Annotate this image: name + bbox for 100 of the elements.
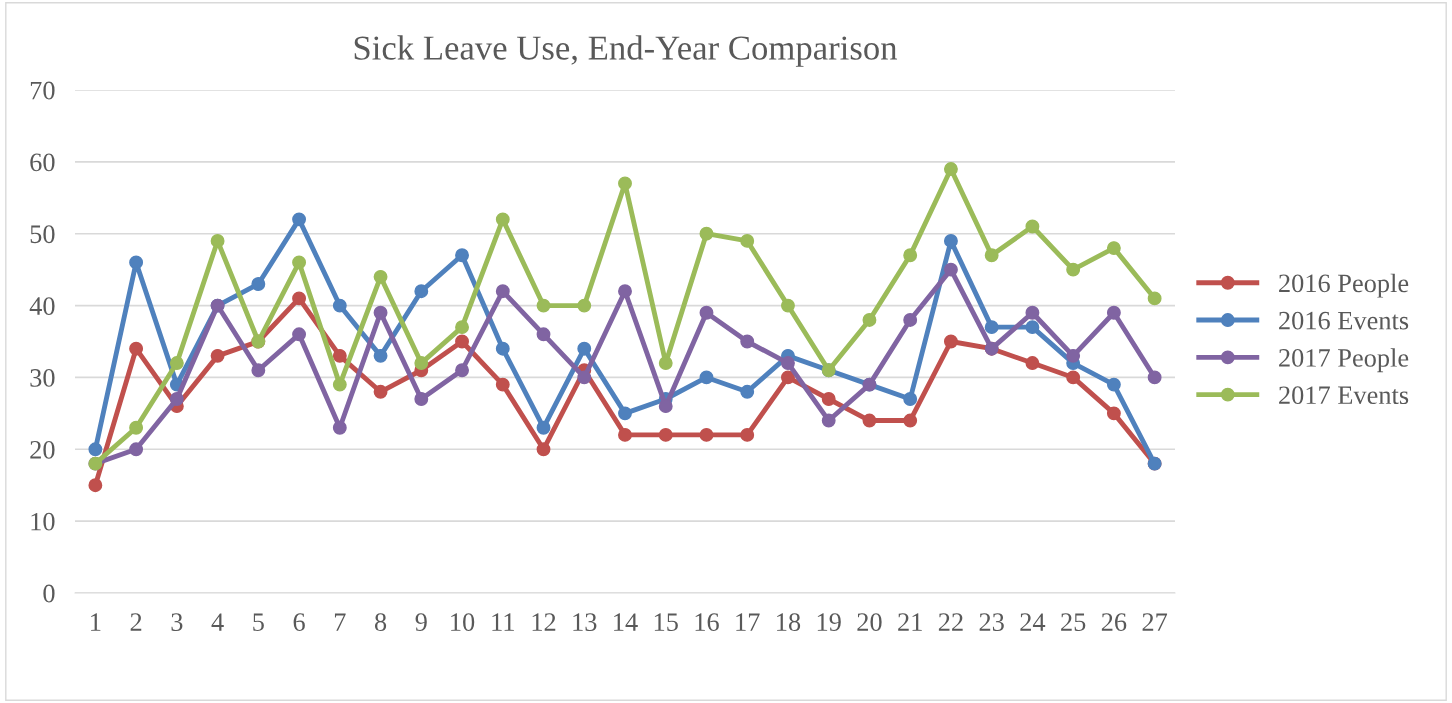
- point: [373, 384, 388, 399]
- x-tick-label: 23: [979, 613, 1004, 632]
- x-tick-label: 13: [573, 613, 597, 632]
- point: [292, 291, 307, 306]
- legend-label: 2016 Events: [1279, 311, 1409, 330]
- point: [455, 363, 469, 378]
- point: [536, 298, 551, 313]
- point: [129, 442, 144, 457]
- x-tick-label: 19: [817, 613, 841, 632]
- chart-title: Sick Leave Use, End-Year Comparison: [354, 35, 898, 67]
- x-tick-label: 12: [532, 613, 556, 631]
- point: [618, 176, 632, 191]
- point: [903, 248, 918, 263]
- point: [251, 277, 266, 291]
- point: [414, 284, 429, 299]
- point: [88, 478, 103, 493]
- point: [943, 233, 958, 248]
- x-tick-label: 16: [695, 613, 719, 632]
- x-tick-label: 1: [91, 613, 101, 631]
- point: [292, 212, 307, 227]
- y-tick-label: 0: [43, 584, 55, 603]
- x-tick-label: 18: [777, 613, 801, 632]
- point: [862, 312, 877, 327]
- point: [781, 370, 795, 385]
- x-tick-label: 27: [1142, 613, 1168, 631]
- point: [373, 348, 388, 363]
- x-tick-label: 10: [451, 613, 475, 632]
- point: [618, 427, 632, 442]
- point: [1066, 370, 1081, 385]
- point: [455, 320, 469, 335]
- x-tick-label: 9: [415, 613, 427, 632]
- x-tick-label: 25: [1061, 613, 1086, 632]
- x-tick-label: 6: [293, 613, 305, 632]
- point: [943, 162, 958, 176]
- x-tick-label: 2: [130, 613, 142, 631]
- point: [495, 377, 510, 392]
- point: [821, 413, 836, 428]
- point: [903, 392, 918, 406]
- y-tick-label: 20: [30, 440, 55, 459]
- y-tick-label: 50: [30, 225, 55, 244]
- y-tick-label: 40: [29, 297, 55, 315]
- point: [1106, 305, 1121, 320]
- point: [495, 212, 510, 227]
- point: [740, 384, 755, 399]
- point: [332, 348, 347, 363]
- point: [373, 305, 388, 320]
- point: [984, 248, 999, 263]
- point: [1147, 291, 1162, 306]
- point: [455, 334, 469, 349]
- point: [332, 420, 347, 435]
- point: [984, 320, 999, 335]
- point: [1025, 320, 1040, 335]
- x-tick-label: 4: [211, 613, 224, 631]
- point: [699, 226, 714, 241]
- point: [210, 348, 225, 363]
- point: [536, 420, 551, 435]
- x-tick-label: 14: [614, 613, 638, 631]
- point: [536, 442, 551, 457]
- point: [495, 341, 510, 356]
- point: [210, 233, 225, 248]
- point: [129, 255, 144, 270]
- point: [251, 363, 266, 378]
- point: [943, 262, 958, 277]
- x-tick-label: 24: [1020, 613, 1046, 631]
- point: [618, 406, 632, 421]
- point: [903, 312, 918, 327]
- point: [169, 392, 184, 406]
- point: [332, 298, 347, 313]
- point: [1106, 377, 1121, 392]
- point: [618, 284, 632, 299]
- x-tick-label: 7: [334, 613, 346, 631]
- point: [292, 255, 307, 270]
- point: [1106, 406, 1121, 421]
- point: [740, 334, 755, 349]
- point: [1147, 370, 1162, 385]
- point: [699, 427, 714, 442]
- point: [129, 420, 144, 435]
- legend-label: 2016 People: [1279, 273, 1409, 298]
- point: [455, 248, 469, 263]
- point: [1106, 241, 1121, 256]
- x-tick-label: 11: [492, 613, 514, 631]
- point: [862, 413, 877, 428]
- x-tick-label: 22: [938, 613, 963, 631]
- point: [1025, 356, 1040, 371]
- x-tick-label: 20: [857, 613, 882, 632]
- point: [658, 356, 673, 371]
- point: [1025, 219, 1040, 234]
- y-tick-label: 10: [31, 512, 55, 531]
- x-tick-label: 26: [1101, 613, 1127, 632]
- point: [699, 370, 714, 385]
- point: [658, 399, 673, 414]
- point: [292, 327, 307, 342]
- x-tick-label: 21: [898, 613, 922, 631]
- point: [1066, 262, 1081, 277]
- x-tick-label: 3: [171, 613, 183, 632]
- point: [781, 356, 795, 371]
- point: [536, 327, 551, 342]
- point: [699, 305, 714, 320]
- point: [577, 370, 592, 385]
- x-tick-label: 8: [374, 613, 387, 632]
